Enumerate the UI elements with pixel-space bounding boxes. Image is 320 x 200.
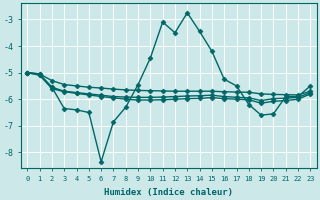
X-axis label: Humidex (Indice chaleur): Humidex (Indice chaleur) [104, 188, 233, 197]
